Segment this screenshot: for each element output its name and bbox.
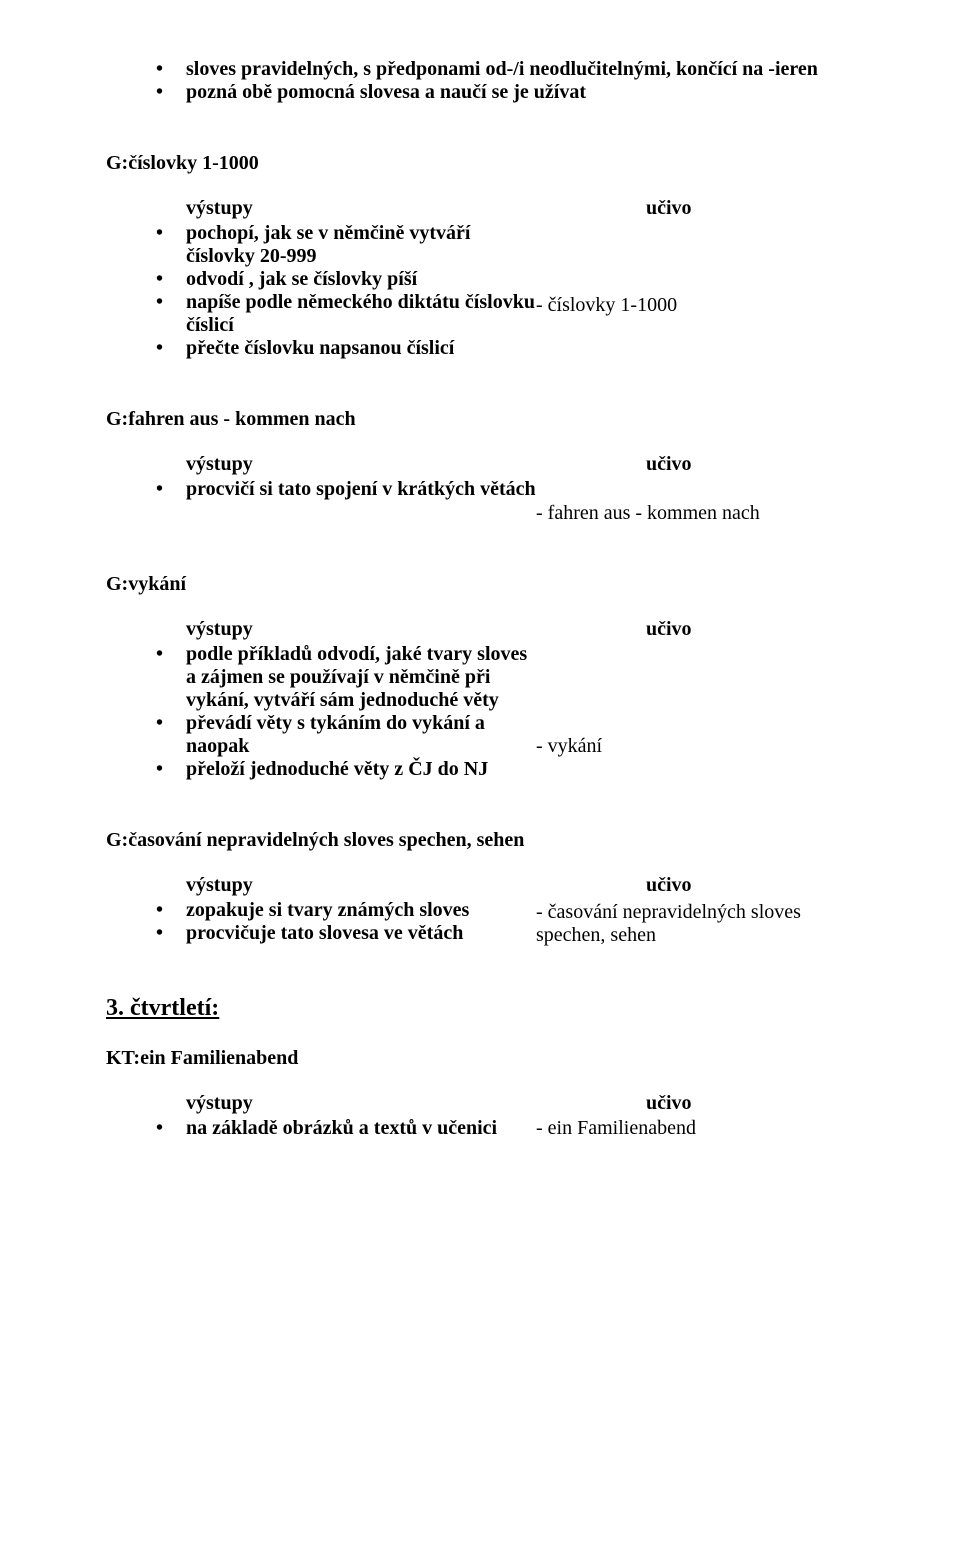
section-heading: G:fahren aus - kommen nach (106, 408, 854, 431)
list-item: přeloží jednoduché věty z ČJ do NJ (156, 758, 536, 781)
list-item: odvodí , jak se číslovky píší (156, 268, 536, 291)
vystupy-list: pochopí, jak se v němčině vytváří číslov… (156, 222, 536, 360)
column-header-row: výstupy učivo (106, 874, 854, 897)
section-body: na základě obrázků a textů v učenici - e… (106, 1117, 854, 1140)
section-body: podle příkladů odvodí, jaké tvary sloves… (106, 643, 854, 781)
section-body: procvičí si tato spojení v krátkých větá… (106, 478, 854, 525)
list-item-text: podle příkladů odvodí, jaké tvary sloves… (186, 643, 527, 711)
list-item-text: převádí věty s tykáním do vykání a naopa… (186, 712, 485, 757)
list-item-text: pozná obě pomocná slovesa a naučí se je … (186, 81, 586, 103)
ucivo-text: - časování nepravidelných sloves spechen… (536, 901, 854, 947)
list-item: pochopí, jak se v němčině vytváří číslov… (156, 222, 536, 268)
list-item-text: na základě obrázků a textů v učenici (186, 1117, 497, 1139)
header-ucivo: učivo (536, 618, 854, 641)
list-item-text: odvodí , jak se číslovky píší (186, 268, 417, 290)
section-heading: G:vykání (106, 573, 854, 596)
header-ucivo: učivo (536, 197, 854, 220)
column-header-row: výstupy učivo (106, 618, 854, 641)
list-item: podle příkladů odvodí, jaké tvary sloves… (156, 643, 536, 712)
list-item: pozná obě pomocná slovesa a naučí se je … (156, 81, 854, 104)
list-item-text: napíše podle německého diktátu číslovku … (186, 291, 535, 336)
list-item-text: přečte číslovku napsanou číslicí (186, 337, 454, 359)
list-item-text: zopakuje si tvary známých sloves (186, 899, 469, 921)
list-item: sloves pravidelných, s předponami od-/i … (156, 58, 854, 81)
header-vystupy: výstupy (106, 453, 536, 476)
section-heading: G:časování nepravidelných sloves spechen… (106, 829, 854, 852)
header-vystupy: výstupy (106, 1092, 536, 1115)
list-item: na základě obrázků a textů v učenici (156, 1117, 536, 1140)
intro-bullet-list: sloves pravidelných, s předponami od-/i … (156, 58, 854, 104)
section-heading: G:číslovky 1-1000 (106, 152, 854, 175)
column-header-row: výstupy učivo (106, 1092, 854, 1115)
list-item: přečte číslovku napsanou číslicí (156, 337, 536, 360)
header-vystupy: výstupy (106, 874, 536, 897)
ucivo-text: - číslovky 1-1000 (536, 294, 854, 317)
list-item: převádí věty s tykáním do vykání a naopa… (156, 712, 536, 758)
list-item-text: procvičí si tato spojení v krátkých větá… (186, 478, 536, 500)
ucivo-text: - ein Familienabend (536, 1117, 854, 1140)
vystupy-list: podle příkladů odvodí, jaké tvary sloves… (156, 643, 536, 781)
header-ucivo: učivo (536, 1092, 854, 1115)
section-heading: KT:ein Familienabend (106, 1047, 854, 1070)
list-item-text: sloves pravidelných, s předponami od-/i … (186, 58, 818, 80)
list-item: procvičuje tato slovesa ve větách (156, 922, 536, 945)
ucivo-text: - vykání (536, 735, 854, 758)
list-item-text: přeloží jednoduché věty z ČJ do NJ (186, 758, 488, 780)
list-item: procvičí si tato spojení v krátkých větá… (156, 478, 536, 501)
header-ucivo: učivo (536, 453, 854, 476)
list-item: zopakuje si tvary známých sloves (156, 899, 536, 922)
list-item-text: procvičuje tato slovesa ve větách (186, 922, 463, 944)
header-ucivo: učivo (536, 874, 854, 897)
header-vystupy: výstupy (106, 197, 536, 220)
column-header-row: výstupy učivo (106, 453, 854, 476)
ucivo-text: - fahren aus - kommen nach (536, 502, 854, 525)
section-body: pochopí, jak se v němčině vytváří číslov… (106, 222, 854, 360)
list-item: napíše podle německého diktátu číslovku … (156, 291, 536, 337)
column-header-row: výstupy učivo (106, 197, 854, 220)
vystupy-list: procvičí si tato spojení v krátkých větá… (156, 478, 536, 501)
list-item-text: pochopí, jak se v němčině vytváří číslov… (186, 222, 470, 267)
vystupy-list: zopakuje si tvary známých sloves procvič… (156, 899, 536, 945)
vystupy-list: na základě obrázků a textů v učenici (156, 1117, 536, 1140)
quarter-heading: 3. čtvrtletí: (106, 995, 854, 1023)
section-body: zopakuje si tvary známých sloves procvič… (106, 899, 854, 947)
header-vystupy: výstupy (106, 618, 536, 641)
